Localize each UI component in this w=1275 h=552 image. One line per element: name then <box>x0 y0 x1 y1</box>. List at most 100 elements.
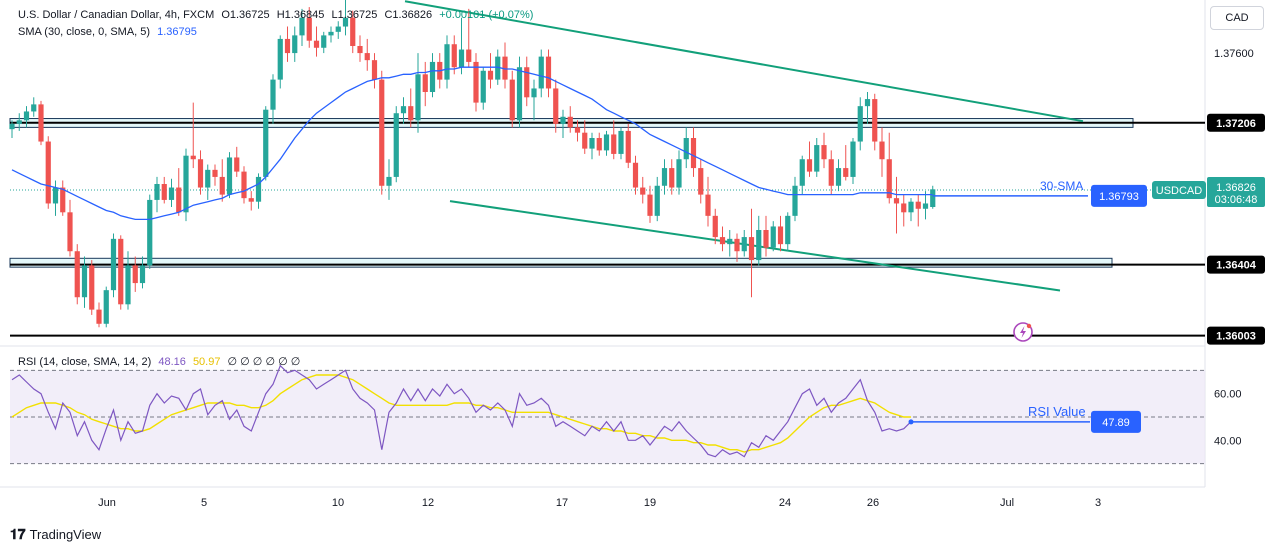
candle-body <box>342 17 349 27</box>
rsi-layer: RSI Value <box>10 364 1205 465</box>
candle-17 <box>132 256 138 292</box>
candle-body <box>335 26 341 32</box>
candle-13 <box>103 286 109 328</box>
candle-body <box>313 40 320 48</box>
candle-body <box>777 226 784 245</box>
candle-body <box>814 145 820 172</box>
x-tick-7: 26 <box>867 497 879 509</box>
candle-41 <box>306 7 312 48</box>
candle-105 <box>770 221 776 252</box>
candle-body <box>350 17 356 46</box>
candle-body <box>299 17 305 36</box>
rsi-annotation: RSI Value <box>1028 404 1086 419</box>
rsi-tick-1: 60.00 <box>1214 389 1242 401</box>
candle-body <box>429 61 436 92</box>
candle-body <box>748 237 755 261</box>
candle-33 <box>248 191 254 211</box>
candle-58 <box>429 53 436 98</box>
candle-18 <box>139 256 146 289</box>
x-tick-5: 19 <box>644 497 656 509</box>
candle-70 <box>516 56 523 128</box>
low-value: L1.36725 <box>331 9 378 21</box>
price-tag-countdown: 03:06:48 <box>1215 194 1258 206</box>
candle-124 <box>908 198 914 222</box>
legend-row: U.S. Dollar / Canadian Dollar, 4h, FXCM … <box>18 9 537 21</box>
tradingview-logo[interactable]: 𝟏𝟕 TradingView <box>10 526 101 543</box>
candle-body <box>400 106 407 114</box>
candle-92 <box>676 150 682 195</box>
candle-body <box>379 79 385 186</box>
candle-body <box>125 265 131 305</box>
candle-body <box>451 44 457 68</box>
candle-111 <box>814 138 820 177</box>
lightning-icon[interactable] <box>1013 322 1033 342</box>
candle-2 <box>23 106 30 128</box>
rsi-legend-extras: ∅ ∅ ∅ ∅ ∅ ∅ <box>227 356 301 368</box>
candle-body <box>176 187 182 213</box>
candle-body <box>234 157 240 172</box>
candle-85 <box>625 123 631 169</box>
candle-body <box>270 79 276 110</box>
candle-119 <box>872 93 878 151</box>
candle-body <box>9 123 15 130</box>
candle-body <box>60 187 66 213</box>
candle-12 <box>96 302 102 328</box>
candle-101 <box>741 230 747 257</box>
candle-body <box>386 176 392 186</box>
candle-122 <box>893 176 900 234</box>
candle-110 <box>806 141 813 177</box>
candle-76 <box>560 109 566 138</box>
candle-body <box>321 35 327 48</box>
axis-layer: 1.37600 40.00 60.00 Jun 5 10 12 17 19 24 26 Jul 3 <box>98 48 1254 509</box>
candle-5 <box>45 136 51 209</box>
candle-6 <box>52 180 59 216</box>
currency-label: CAD <box>1225 12 1249 24</box>
candle-body <box>799 159 805 186</box>
candle-body <box>734 238 740 252</box>
candle-112 <box>821 132 827 169</box>
symbol-title[interactable]: U.S. Dollar / Canadian Dollar, 4h, FXCM <box>18 9 215 21</box>
rsi-legend-row: RSI (14, close, SMA, 14, 2) 48.16 50.97 … <box>18 355 304 368</box>
candle-48 <box>357 35 363 62</box>
candle-body <box>444 44 450 80</box>
candle-35 <box>263 106 269 181</box>
rsi-tag: 47.89 <box>1091 410 1141 433</box>
candle-50 <box>371 53 378 89</box>
level-tag-2-bg <box>1207 326 1265 345</box>
candle-66 <box>487 53 494 89</box>
candle-body <box>154 184 160 200</box>
rsi-ma-line <box>11 374 911 453</box>
rsi-label[interactable]: RSI (14, close, SMA, 14, 2) <box>18 356 152 368</box>
candle-body <box>596 138 602 151</box>
candle-body <box>560 116 566 124</box>
candle-body <box>458 49 465 68</box>
open-value: O1.36725 <box>221 9 270 21</box>
candle-body <box>45 141 51 204</box>
candle-body <box>589 138 595 149</box>
candle-body <box>516 67 523 121</box>
candle-body <box>67 212 73 252</box>
candle-49 <box>364 38 370 71</box>
candle-120 <box>879 127 885 177</box>
sma-legend-row: SMA (30, close, 0, SMA, 5) 1.36795 <box>18 26 201 38</box>
candle-47 <box>350 10 356 54</box>
symbol-tag-bg <box>1152 181 1206 200</box>
candle-113 <box>828 150 834 195</box>
candle-60 <box>444 35 450 89</box>
candle-body <box>864 99 871 107</box>
candle-126 <box>922 191 929 220</box>
sma-annotation: 30-SMA <box>1040 179 1083 193</box>
currency-button[interactable]: CAD <box>1210 6 1264 30</box>
candle-body <box>574 127 581 133</box>
candle-body <box>371 60 378 80</box>
candle-body <box>770 226 776 248</box>
candle-42 <box>313 26 320 57</box>
candle-body <box>553 88 559 124</box>
candle-30 <box>226 152 233 199</box>
sma-label[interactable]: SMA (30, close, 0, SMA, 5) <box>18 26 151 38</box>
x-tick-6: 24 <box>779 497 791 509</box>
candle-36 <box>270 74 276 124</box>
price-pane[interactable] <box>0 0 1205 345</box>
candle-11 <box>89 260 95 315</box>
